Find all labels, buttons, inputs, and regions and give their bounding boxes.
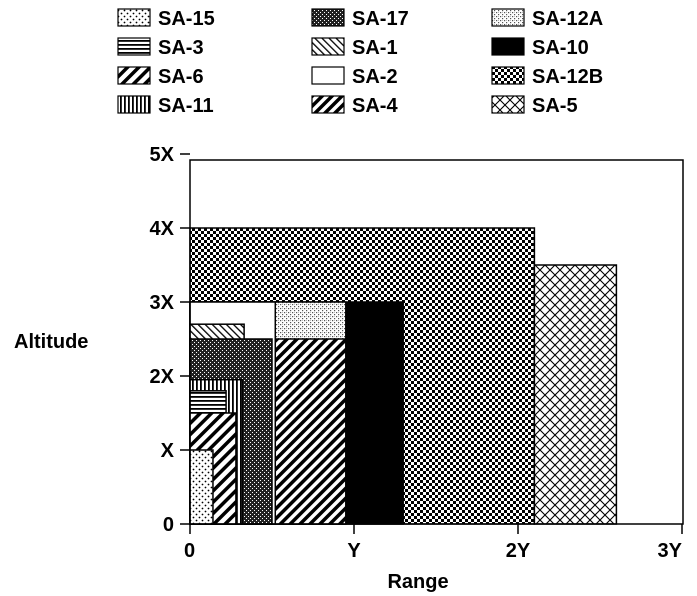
legend-label-sa-5: SA-5	[532, 95, 578, 117]
y-tick-label: 4X	[150, 218, 175, 240]
x-tick-label: 2Y	[506, 540, 531, 562]
legend-swatch-sa-17	[311, 8, 345, 27]
legend: SA-15 SA-3 SA-6 SA-11 SA-17 SA-1 SA-2 SA-4 SA-12…	[117, 8, 603, 117]
y-tick-label: X	[161, 440, 175, 462]
legend-label-sa-15: SA-15	[158, 8, 215, 30]
legend-swatch-sa-5	[491, 95, 525, 114]
x-tick-label: 3Y	[658, 540, 683, 562]
y-tick-label: 5X	[150, 144, 175, 166]
x-tick-label: 0	[184, 540, 195, 562]
x-tick-label: Y	[347, 540, 361, 562]
legend-swatch-sa-4	[311, 95, 345, 114]
bars	[189, 227, 618, 525]
legend-swatch-sa-6	[117, 66, 151, 85]
legend-swatch-sa-12b	[491, 66, 525, 85]
legend-label-sa-6: SA-6	[158, 66, 204, 88]
legend-swatch-sa-15	[117, 8, 151, 27]
legend-swatch-sa-1	[311, 37, 345, 56]
legend-label-sa-12a: SA-12A	[532, 8, 603, 30]
y-tick-label: 3X	[150, 292, 175, 314]
bar-sa-5	[533, 264, 618, 525]
legend-swatch-sa-11	[117, 95, 151, 114]
y-tick-label: 2X	[150, 366, 175, 388]
y-tick-label: 0	[163, 514, 174, 536]
y-axis-label: Altitude	[14, 331, 88, 353]
legend-label-sa-12b: SA-12B	[532, 66, 603, 88]
bar-sa-15	[189, 449, 214, 525]
legend-label-sa-2: SA-2	[352, 66, 398, 88]
legend-label-sa-10: SA-10	[532, 37, 589, 59]
plot-frame	[189, 159, 684, 525]
x-axis-label: Range	[387, 571, 448, 593]
legend-swatch-sa-3	[117, 37, 151, 56]
legend-swatch-sa-10	[491, 37, 525, 56]
legend-label-sa-1: SA-1	[352, 37, 398, 59]
legend-label-sa-17: SA-17	[352, 8, 409, 30]
legend-swatch-sa-2	[311, 66, 345, 85]
axis-ticks: 0 X 2X 3X 4X 5X 0 Y 2Y 3Y	[150, 144, 683, 562]
legend-label-sa-4: SA-4	[352, 95, 398, 117]
legend-swatch-sa-12a	[491, 8, 525, 27]
legend-label-sa-3: SA-3	[158, 37, 204, 59]
legend-label-sa-11: SA-11	[158, 95, 214, 117]
